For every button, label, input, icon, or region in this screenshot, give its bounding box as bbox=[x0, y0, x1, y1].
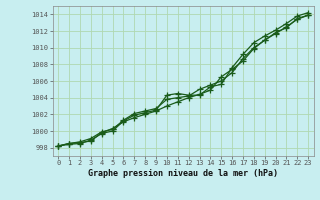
X-axis label: Graphe pression niveau de la mer (hPa): Graphe pression niveau de la mer (hPa) bbox=[88, 169, 278, 178]
